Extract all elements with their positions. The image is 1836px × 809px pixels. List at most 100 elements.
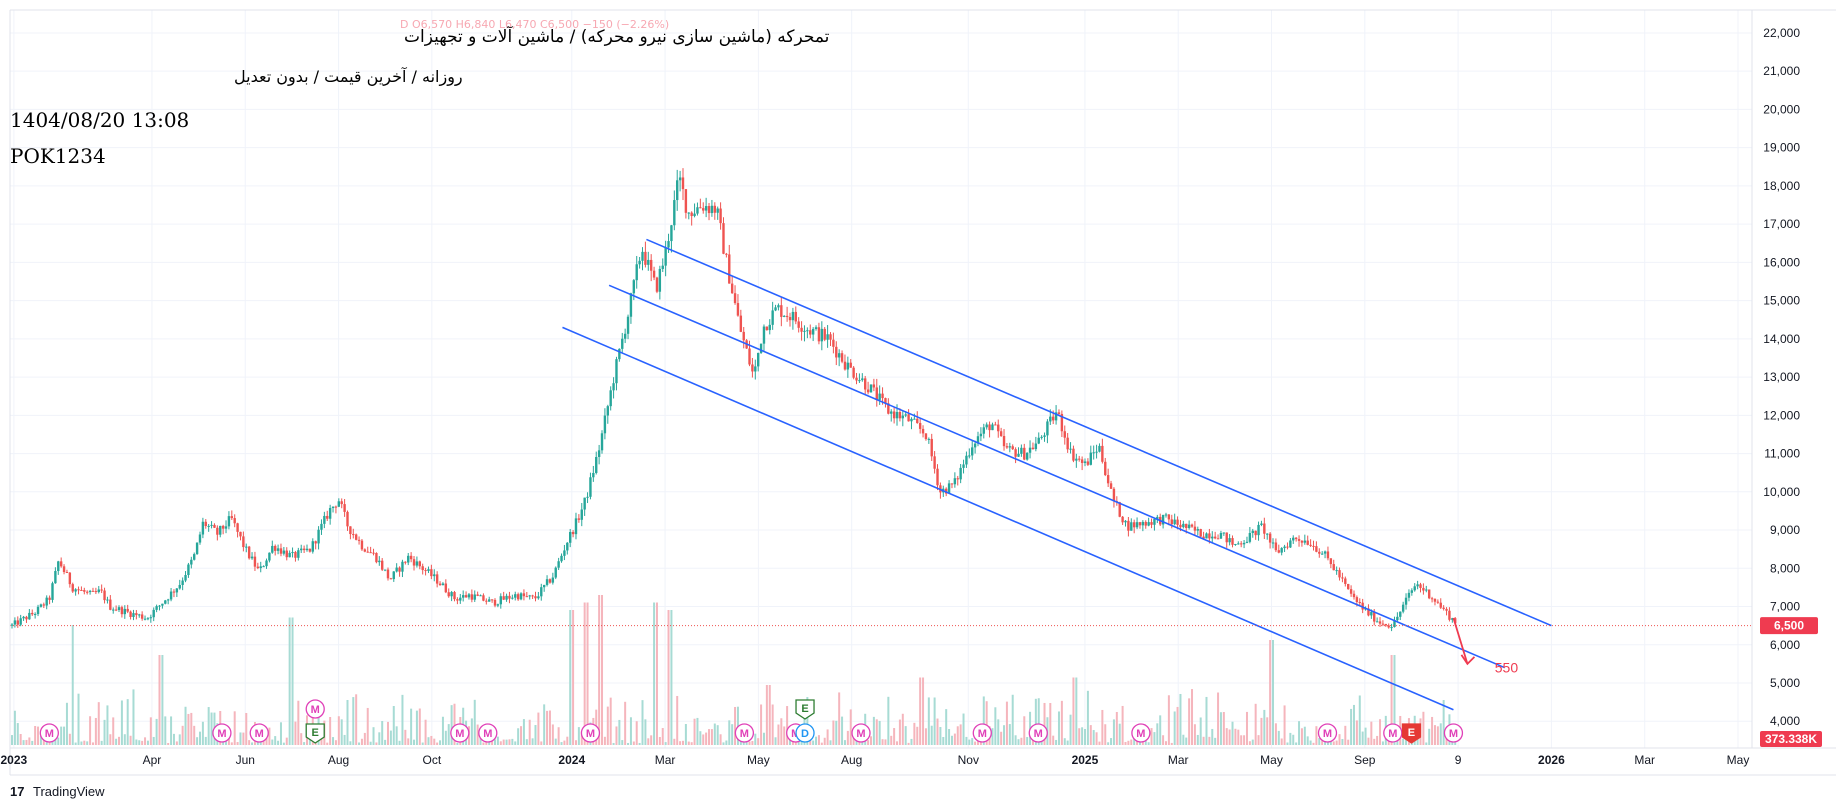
candle-body xyxy=(372,552,375,554)
time-axis[interactable]: 2023 Apr Jun Aug Oct 2024 Mar May Aug Nov 2025 Mar M… xyxy=(1,753,1750,767)
candle-body xyxy=(1442,607,1445,609)
volume-bar xyxy=(653,602,656,745)
price-tick: 11,000 xyxy=(1764,447,1800,461)
event-marker-e[interactable]: E xyxy=(795,699,815,720)
candle-body xyxy=(1355,597,1359,603)
volume-bar xyxy=(1219,712,1222,745)
tradingview-logo[interactable]: 17 TradingView xyxy=(10,784,105,799)
volume-bar xyxy=(1193,724,1196,745)
event-marker-m[interactable]: M xyxy=(1383,723,1403,743)
volume-bar xyxy=(381,720,384,745)
event-marker-m[interactable]: M xyxy=(1317,723,1338,743)
candle-body xyxy=(326,515,329,519)
candle-body xyxy=(629,293,633,317)
candle-body xyxy=(875,387,878,400)
volume-bar xyxy=(1150,728,1153,745)
candle-body xyxy=(1315,546,1318,552)
event-marker-m[interactable]: M xyxy=(305,699,325,719)
candle-body xyxy=(742,331,745,341)
candle-body xyxy=(670,225,673,242)
volume-bar xyxy=(1341,739,1344,745)
candle-body xyxy=(193,554,196,560)
candle-body xyxy=(366,551,369,553)
candle-body xyxy=(363,549,367,552)
candle-body xyxy=(1274,542,1278,551)
candle-body xyxy=(499,596,502,605)
candle-body xyxy=(198,534,202,543)
candle-body xyxy=(921,428,925,434)
volume-bar xyxy=(436,742,439,745)
event-marker-m[interactable]: M xyxy=(734,723,755,743)
event-marker-m[interactable]: M xyxy=(212,723,232,743)
volume-bar xyxy=(494,739,497,745)
volume-bar xyxy=(16,723,19,745)
event-marker-m[interactable]: M xyxy=(1028,723,1048,743)
event-marker-m[interactable]: M xyxy=(478,723,498,743)
event-marker-m[interactable]: M xyxy=(580,723,601,743)
volume-bar xyxy=(352,697,355,745)
event-marker-m[interactable]: M xyxy=(1131,723,1151,743)
volume-bar xyxy=(1107,742,1110,745)
event-marker-m[interactable]: M xyxy=(450,723,470,743)
volume-bar xyxy=(1092,730,1095,745)
candle-body xyxy=(927,438,931,440)
event-marker-m[interactable]: M xyxy=(851,723,871,743)
volume-bar xyxy=(896,741,899,745)
candle-body xyxy=(528,595,531,597)
candle-body xyxy=(1002,436,1006,447)
volume-bar xyxy=(358,742,361,745)
candle-body xyxy=(1089,452,1092,465)
candle-body xyxy=(224,526,228,529)
candle-body xyxy=(577,518,581,520)
volume-bar xyxy=(832,720,835,745)
volume-bar xyxy=(502,739,505,745)
candle-body xyxy=(783,315,786,317)
volume-bar xyxy=(198,731,201,745)
candle-body xyxy=(962,464,965,468)
candle-body xyxy=(392,571,395,580)
price-axis[interactable]: 22,000 21,000 20,000 19,000 18,000 17,000 16,0… xyxy=(1763,26,1800,728)
candle-body xyxy=(404,561,407,563)
price-tick: 13,000 xyxy=(1763,370,1800,384)
candle-body xyxy=(71,584,74,592)
volume-bar xyxy=(279,722,282,745)
candle-body xyxy=(265,560,268,567)
event-markers[interactable]: MMMMEMMMMMDEMMMMMMEM xyxy=(39,699,1464,744)
candle-body xyxy=(1066,437,1069,450)
candle-body xyxy=(999,431,1003,437)
volume-bar xyxy=(650,735,653,745)
volume-bar xyxy=(282,742,285,745)
time-tick: 2026 xyxy=(1538,753,1565,767)
event-marker-m[interactable]: M xyxy=(1443,723,1464,743)
candle-body xyxy=(788,317,792,321)
event-circle xyxy=(1443,723,1464,743)
event-marker-m[interactable]: M xyxy=(39,723,59,743)
candle-body xyxy=(91,590,95,592)
volume-bar xyxy=(806,697,809,745)
event-marker-m[interactable]: M xyxy=(972,723,992,743)
candle-body xyxy=(161,603,164,606)
event-marker-e[interactable]: E xyxy=(305,723,325,744)
candle-body xyxy=(1130,522,1133,531)
candle-body xyxy=(25,616,28,620)
projection-arrow[interactable] xyxy=(1452,617,1476,666)
volume-bar xyxy=(777,724,780,745)
candle-body xyxy=(1294,537,1298,540)
volume-bar xyxy=(710,729,713,745)
candle-body xyxy=(146,618,150,620)
event-marker-m[interactable]: M xyxy=(249,723,269,743)
event-label: D xyxy=(801,728,809,740)
trend-channel[interactable] xyxy=(562,238,1552,711)
candle-body xyxy=(288,552,291,558)
candle-body xyxy=(1150,522,1153,525)
candle-body xyxy=(1268,533,1272,543)
candle-body xyxy=(519,593,523,600)
volume-bar xyxy=(820,742,823,745)
price-candles[interactable] xyxy=(10,168,1457,632)
volume-bar xyxy=(1280,738,1283,745)
event-marker-d[interactable]: D xyxy=(795,723,815,743)
candle-body xyxy=(22,616,25,619)
event-marker-ered[interactable]: E xyxy=(1401,723,1422,744)
